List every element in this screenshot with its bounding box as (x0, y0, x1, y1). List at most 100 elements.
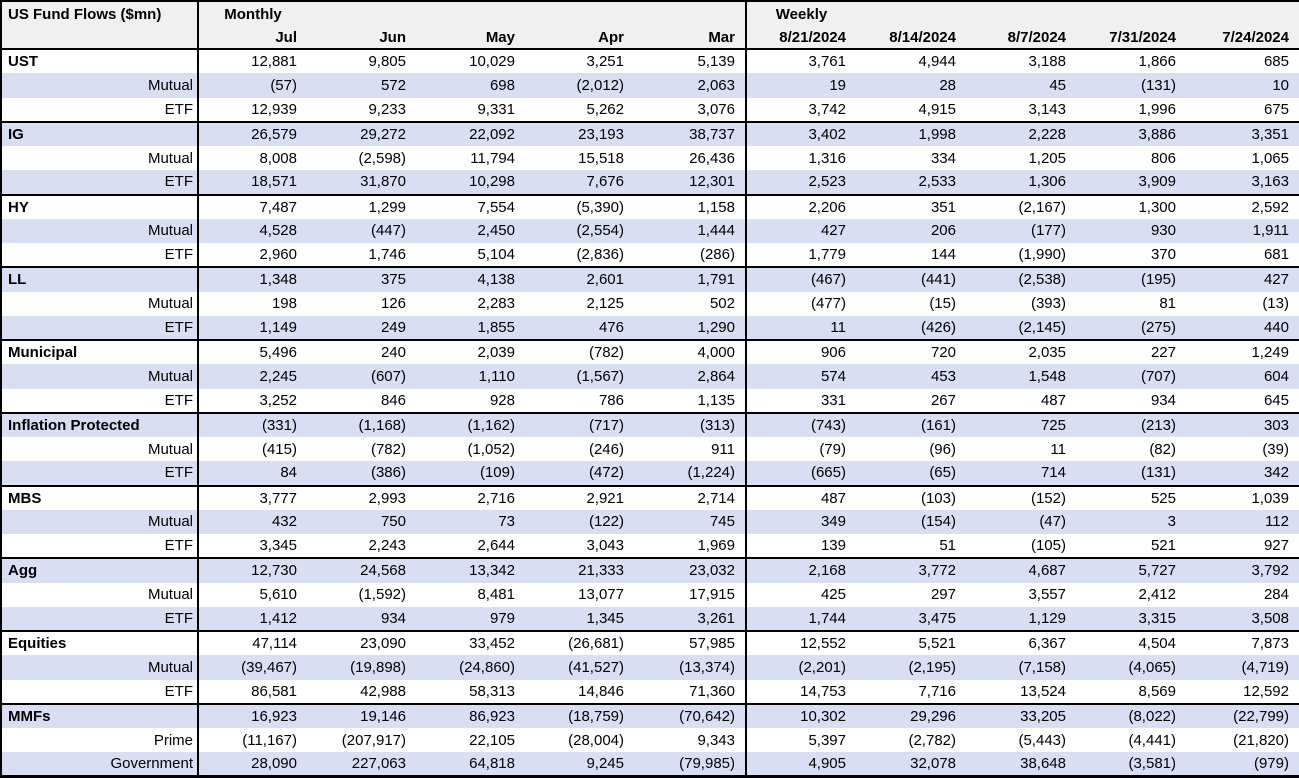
value-cell: 928 (489, 391, 515, 409)
value-cell: 574 (745, 364, 856, 389)
value-cell: 2,412 (1138, 586, 1176, 604)
value-cell: 2,228 (966, 120, 1076, 146)
value-cell: 714 (966, 461, 1076, 486)
value-cell: 11 (1050, 440, 1066, 458)
value-cell: (96) (929, 440, 956, 458)
value-cell: 1,039 (1186, 484, 1299, 510)
section-label-weekly: Weekly (745, 1, 856, 27)
value-cell: (4,719) (1186, 655, 1299, 680)
table-row-municipal-mutual: Mutual 2,245 (607) 1,110 (1,567) 2,864 574 453 1… (1, 364, 1299, 389)
value-cell: 4,944 (856, 47, 966, 74)
value-cell: 2,063 (634, 73, 746, 98)
value-cell: 930 (1076, 218, 1186, 243)
value-cell: 3,163 (1186, 170, 1299, 195)
value-cell: 342 (1186, 461, 1299, 486)
row-label: IG (1, 120, 199, 146)
value-cell: 112 (1186, 509, 1299, 534)
value-cell: (8,022) (1076, 702, 1186, 728)
row-label: UST (1, 47, 199, 74)
value-cell: 9,331 (477, 100, 515, 118)
value-cell: 81 (1159, 295, 1176, 313)
value-cell: 32,078 (856, 752, 966, 777)
value-cell: 846 (380, 391, 406, 409)
value-cell: (109) (416, 461, 525, 486)
value-cell: (275) (1076, 315, 1186, 340)
row-label: MBS (1, 484, 199, 510)
row-label: ETF (1, 461, 199, 486)
row-label: MMFs (1, 702, 199, 728)
section-label-monthly: Monthly (197, 1, 307, 27)
col-header-jul: Jul (197, 27, 307, 50)
value-cell: (386) (307, 461, 416, 486)
table-row-ust-etf: ETF 12,939 9,233 9,331 5,262 3,076 3,742 4,915 3… (1, 97, 1299, 122)
value-cell: 5,521 (856, 629, 966, 656)
value-cell: 51 (939, 537, 956, 555)
value-cell: 3,043 (586, 537, 624, 555)
value-cell: (79) (745, 437, 856, 462)
value-cell: 1,110 (416, 364, 525, 389)
value-cell: 13,077 (578, 586, 624, 604)
value-cell: 2,601 (525, 266, 634, 292)
value-cell: 1,129 (966, 606, 1076, 631)
value-cell: 3,345 (197, 534, 307, 559)
value-cell: 502 (709, 295, 735, 313)
value-cell: 427 (745, 218, 856, 243)
value-cell: (415) (197, 437, 307, 462)
value-cell: 9,805 (307, 47, 416, 74)
value-cell: 26,579 (197, 120, 307, 146)
value-cell: 2,523 (745, 170, 856, 195)
value-cell: 2,533 (856, 170, 966, 195)
value-cell: (1,990) (1018, 246, 1066, 264)
value-cell: 432 (197, 509, 307, 534)
value-cell: (28,004) (568, 731, 624, 749)
value-cell: 7,873 (1186, 629, 1299, 656)
value-cell: 1,998 (856, 120, 966, 146)
value-cell: 1,791 (634, 266, 746, 292)
value-cell: (2,538) (966, 266, 1076, 292)
value-cell: 2,035 (966, 338, 1076, 365)
value-cell: 1,316 (745, 146, 856, 171)
value-cell: (707) (1076, 364, 1186, 389)
value-cell: (79,985) (634, 752, 746, 777)
value-cell: (1,052) (467, 440, 515, 458)
row-label: Mutual (1, 582, 199, 607)
table-row-mbs-etf: ETF 3,345 2,243 2,644 3,043 1,969 139 51 (105) 52… (1, 534, 1299, 559)
table-row-mbs: MBS 3,777 2,993 2,716 2,921 2,714 487 (103) (152… (1, 484, 1299, 510)
value-cell: 139 (745, 534, 856, 559)
row-label: ETF (1, 534, 199, 559)
value-cell: 3 (1076, 509, 1186, 534)
value-cell: 4,138 (416, 266, 525, 292)
value-cell: 2,283 (477, 295, 515, 313)
value-cell: 38,648 (966, 752, 1076, 777)
value-cell: 22,105 (469, 731, 515, 749)
value-cell: (18,759) (525, 702, 634, 728)
value-cell: 12,301 (634, 170, 746, 195)
value-cell: 10,029 (416, 47, 525, 74)
value-cell: 10 (1186, 73, 1299, 98)
value-cell: (15) (929, 295, 956, 313)
value-cell: 38,737 (634, 120, 746, 146)
value-cell: 9,343 (697, 731, 735, 749)
value-cell: 487 (1040, 391, 1066, 409)
value-cell: 303 (1186, 411, 1299, 437)
value-cell: (477) (745, 291, 856, 316)
value-cell: (41,527) (525, 655, 634, 680)
value-cell: (2,598) (358, 149, 406, 167)
value-cell: (313) (634, 411, 746, 437)
value-cell: 8,569 (1138, 682, 1176, 700)
value-cell: 5,104 (477, 246, 515, 264)
value-cell: 71,360 (689, 682, 735, 700)
value-cell: 2,864 (634, 364, 746, 389)
row-label: Mutual (1, 655, 199, 680)
value-cell: (122) (525, 509, 634, 534)
value-cell: (393) (1030, 295, 1066, 313)
value-cell: 750 (307, 509, 416, 534)
value-cell: (1,592) (358, 586, 406, 604)
col-header-may: May (416, 27, 525, 50)
value-cell: (331) (197, 411, 307, 437)
table-row-mmfs-prime: Prime (11,167) (207,917) 22,105 (28,004) 9,34… (1, 728, 1299, 753)
table-title: US Fund Flows ($mn) (1, 1, 199, 49)
value-cell: 1,744 (745, 606, 856, 631)
value-cell: (426) (856, 315, 966, 340)
value-cell: 5,139 (634, 47, 746, 74)
